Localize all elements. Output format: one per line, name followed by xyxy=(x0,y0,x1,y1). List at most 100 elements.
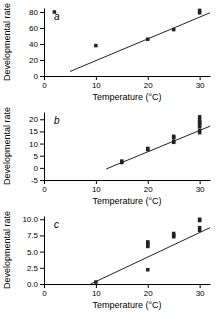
tick-label: 10 xyxy=(92,81,101,90)
tick: 40 xyxy=(29,40,44,49)
tick: 30 xyxy=(196,284,205,298)
x-axis-title: Temperature (°C) xyxy=(92,92,161,102)
tick-label: 5.0 xyxy=(27,248,39,257)
tick-mark xyxy=(40,28,44,29)
tick: 10 xyxy=(92,76,101,90)
tick-label: 0 xyxy=(34,72,39,81)
tick-label: 10 xyxy=(92,185,101,194)
y-axis: 0 20 40 60 80 xyxy=(29,8,44,81)
point xyxy=(172,135,176,139)
tick-label: 20 xyxy=(144,289,153,298)
axis-line xyxy=(45,284,211,285)
plot-area xyxy=(106,115,210,169)
tick: 10 xyxy=(92,180,101,194)
tick-label: 0 xyxy=(42,185,47,194)
plot-area xyxy=(91,217,210,283)
tick-label: 7.5 xyxy=(27,231,39,240)
point xyxy=(172,232,176,236)
tick-label: 2.5 xyxy=(27,264,39,273)
tick-label: 0 xyxy=(42,289,47,298)
tick: 10 xyxy=(29,140,44,149)
tick: 0 xyxy=(34,72,44,81)
x-axis: 0 10 20 30 xyxy=(42,180,210,194)
point xyxy=(198,217,202,221)
tick-label: 20 xyxy=(144,185,153,194)
tick: 0 xyxy=(34,164,44,173)
tick-label: -5 xyxy=(31,176,39,185)
axis-line xyxy=(44,9,45,77)
point xyxy=(172,139,176,143)
tick-mark xyxy=(40,144,44,145)
tick-label: 20 xyxy=(144,81,153,90)
tick: 2.5 xyxy=(27,264,44,273)
regression-line xyxy=(106,126,210,169)
tick: 10.0 xyxy=(22,215,44,224)
tick: 80 xyxy=(29,8,44,17)
tick: 60 xyxy=(29,24,44,33)
regression-line xyxy=(91,228,210,284)
tick-label: 10 xyxy=(92,289,101,298)
tick-mark xyxy=(200,76,201,80)
tick: 5.0 xyxy=(27,248,44,257)
tick-label: 20 xyxy=(29,56,38,65)
y-axis-title: Developmental rate xyxy=(2,3,12,81)
tick-mark xyxy=(40,60,44,61)
axis-line xyxy=(44,217,45,285)
tick-mark xyxy=(40,119,44,120)
tick-mark xyxy=(148,76,149,80)
panel-label: c xyxy=(54,219,59,230)
tick-label: 80 xyxy=(29,8,38,17)
tick-label: 60 xyxy=(29,24,38,33)
tick-mark xyxy=(44,180,45,184)
point xyxy=(146,268,150,272)
point xyxy=(146,240,150,244)
tick-label: 30 xyxy=(196,289,205,298)
tick: 20 xyxy=(29,56,44,65)
tick: 0 xyxy=(42,76,47,90)
tick: -5 xyxy=(31,176,44,185)
tick-mark xyxy=(96,180,97,184)
tick: 0 xyxy=(42,284,47,298)
tick: 20 xyxy=(144,180,153,194)
tick-mark xyxy=(40,219,44,220)
tick: 20 xyxy=(144,284,153,298)
panel-label: a xyxy=(54,11,60,22)
y-axis: -5 0 5 10 15 20 xyxy=(29,113,44,186)
y-axis-title: Developmental rate xyxy=(2,211,12,289)
tick: 0 xyxy=(42,180,47,194)
tick-mark xyxy=(40,131,44,132)
tick-mark xyxy=(148,284,149,288)
tick-label: 0.0 xyxy=(27,280,39,289)
tick-label: 15 xyxy=(29,127,38,136)
tick: 30 xyxy=(196,180,205,194)
tick-mark xyxy=(96,284,97,288)
tick-label: 20 xyxy=(29,115,38,124)
point xyxy=(198,226,202,230)
x-axis-title: Temperature (°C) xyxy=(92,300,161,310)
point xyxy=(146,147,150,151)
tick-mark xyxy=(200,180,201,184)
point xyxy=(198,9,202,13)
point xyxy=(94,280,98,284)
tick-mark xyxy=(40,76,44,77)
tick-mark xyxy=(200,284,201,288)
point xyxy=(172,28,176,32)
x-axis-title: Temperature (°C) xyxy=(92,196,161,206)
point xyxy=(146,37,150,41)
tick-label: 5 xyxy=(34,152,39,161)
y-axis-title: Developmental rate xyxy=(2,107,12,185)
tick: 7.5 xyxy=(27,231,44,240)
panel-label: b xyxy=(54,115,60,126)
tick-mark xyxy=(40,284,44,285)
point xyxy=(120,159,124,163)
tick-mark xyxy=(40,156,44,157)
tick-label: 40 xyxy=(29,40,38,49)
tick: 20 xyxy=(29,115,44,124)
tick-label: 30 xyxy=(196,185,205,194)
tick-label: 30 xyxy=(196,81,205,90)
axis-line xyxy=(45,76,211,77)
tick-label: 0 xyxy=(34,164,39,173)
tick-mark xyxy=(148,180,149,184)
tick-mark xyxy=(40,268,44,269)
regression-line xyxy=(70,13,210,72)
